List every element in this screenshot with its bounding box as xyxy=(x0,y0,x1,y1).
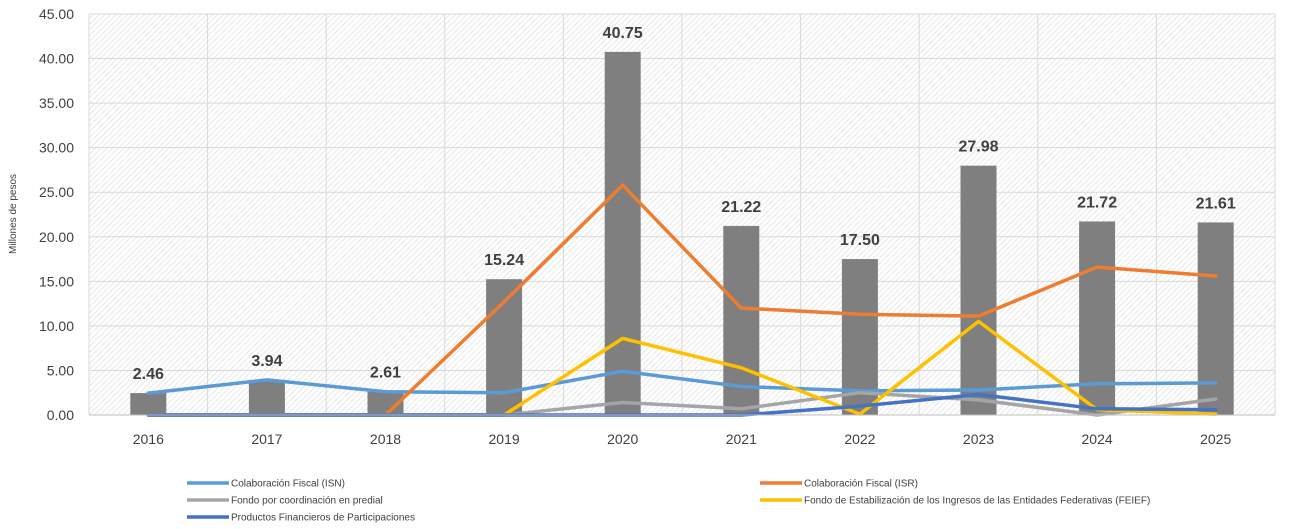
y-tick-label: 45.00 xyxy=(39,6,74,22)
bar-data-label: 15.24 xyxy=(484,252,524,269)
bar-data-label: 21.61 xyxy=(1196,195,1236,212)
bar xyxy=(960,165,997,415)
bar-data-label: 3.94 xyxy=(251,353,282,370)
x-tick-label: 2017 xyxy=(251,431,282,447)
bar-data-label: 2.61 xyxy=(370,365,401,382)
bar xyxy=(367,391,404,415)
legend-label: Productos Financieros de Participaciones xyxy=(231,513,415,524)
bar xyxy=(1197,222,1234,415)
y-tick-label: 35.00 xyxy=(39,95,74,111)
bar-data-label: 21.22 xyxy=(721,199,761,216)
y-tick-label: 40.00 xyxy=(39,51,74,67)
legend-label: Colaboración Fiscal (ISN) xyxy=(231,479,345,490)
legend-label: Colaboración Fiscal (ISR) xyxy=(804,479,918,490)
bar xyxy=(248,379,285,415)
gridlines xyxy=(88,13,1276,416)
bar-data-label: 21.72 xyxy=(1077,194,1117,211)
x-tick-label: 2023 xyxy=(963,431,994,447)
x-tick-label: 2021 xyxy=(726,431,757,447)
x-tick-label: 2020 xyxy=(607,431,638,447)
y-tick-label: 30.00 xyxy=(39,140,74,156)
y-tick-label: 25.00 xyxy=(39,184,74,200)
legend-label: Fondo de Estabilización de los Ingresos … xyxy=(804,496,1150,507)
y-axis-label: Millones de pesos xyxy=(8,174,19,254)
y-tick-label: 10.00 xyxy=(39,318,74,334)
x-tick-label: 2024 xyxy=(1082,431,1113,447)
x-tick-label: 2018 xyxy=(370,431,401,447)
axes: 0.00 5.00 10.00 15.00 20.00 25.00 30.00 35.00 40… xyxy=(39,6,1275,447)
bar xyxy=(604,51,641,415)
y-tick-label: 20.00 xyxy=(39,229,74,245)
bar-data-label: 27.98 xyxy=(958,139,998,156)
legend: Colaboración Fiscal (ISN) Colaboración Fi… xyxy=(187,479,1150,524)
y-tick-label: 5.00 xyxy=(47,362,74,378)
x-tick-label: 2025 xyxy=(1200,431,1231,447)
x-tick-label: 2016 xyxy=(133,431,164,447)
bar-data-label: 2.46 xyxy=(133,366,164,383)
y-tick-label: 15.00 xyxy=(39,273,74,289)
data-labels: 2.46 3.94 2.61 15.24 40.75 21.22 17.50 27.98 21.… xyxy=(133,25,1236,383)
y-tick-label: 0.00 xyxy=(47,407,74,423)
bars xyxy=(130,51,1234,415)
bar xyxy=(130,393,167,415)
x-tick-label: 2022 xyxy=(844,431,875,447)
series-line xyxy=(146,369,1218,395)
bar-data-label: 17.50 xyxy=(840,232,880,249)
legend-label: Fondo por coordinación en predial xyxy=(231,496,383,507)
bar-data-label: 40.75 xyxy=(603,25,643,42)
x-tick-label: 2019 xyxy=(489,431,520,447)
